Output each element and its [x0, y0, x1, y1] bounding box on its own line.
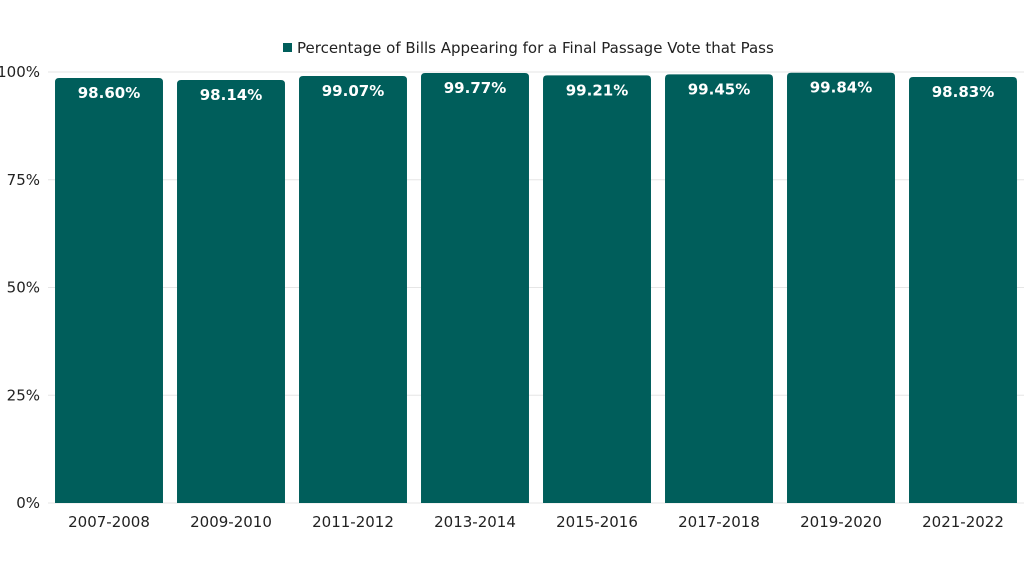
x-tick-label: 2019-2020	[800, 513, 882, 531]
x-tick-label: 2007-2008	[68, 513, 150, 531]
data-labels: 98.60% 98.14% 99.07% 99.77% 99.21% 99.45% 99.8…	[78, 79, 994, 104]
legend-swatch	[283, 43, 292, 52]
bars	[55, 72, 1017, 504]
y-tick-label: 25%	[7, 386, 40, 404]
bar	[299, 76, 407, 503]
x-tick-label: 2009-2010	[190, 513, 272, 531]
data-label: 99.21%	[566, 81, 628, 99]
data-label: 98.83%	[932, 83, 994, 101]
x-axis: 2007-2008 2009-2010 2011-2012 2013-2014 2015…	[68, 513, 1004, 531]
x-tick-label: 2017-2018	[678, 513, 760, 531]
x-tick-label: 2021-2022	[922, 513, 1004, 531]
x-tick-label: 2013-2014	[434, 513, 516, 531]
data-label: 99.07%	[322, 82, 384, 100]
y-axis: 0% 25% 50% 75% 100%	[0, 63, 40, 512]
x-tick-label: 2011-2012	[312, 513, 394, 531]
y-tick-label: 50%	[7, 279, 40, 297]
data-label: 99.45%	[688, 80, 750, 98]
y-tick-label: 0%	[16, 494, 40, 512]
bar	[177, 80, 285, 503]
y-tick-label: 100%	[0, 63, 40, 81]
bar	[55, 78, 163, 503]
data-label: 98.60%	[78, 84, 140, 102]
data-label: 98.14%	[200, 86, 262, 104]
bar	[787, 72, 895, 503]
bar	[665, 74, 773, 504]
data-label: 99.77%	[444, 79, 506, 97]
bar	[421, 72, 529, 503]
legend: Percentage of Bills Appearing for a Fina…	[283, 39, 774, 57]
legend-label: Percentage of Bills Appearing for a Fina…	[297, 39, 774, 57]
y-tick-label: 75%	[7, 171, 40, 189]
x-tick-label: 2015-2016	[556, 513, 638, 531]
bar	[543, 75, 651, 503]
bar	[909, 77, 1017, 504]
data-label: 99.84%	[810, 79, 872, 97]
